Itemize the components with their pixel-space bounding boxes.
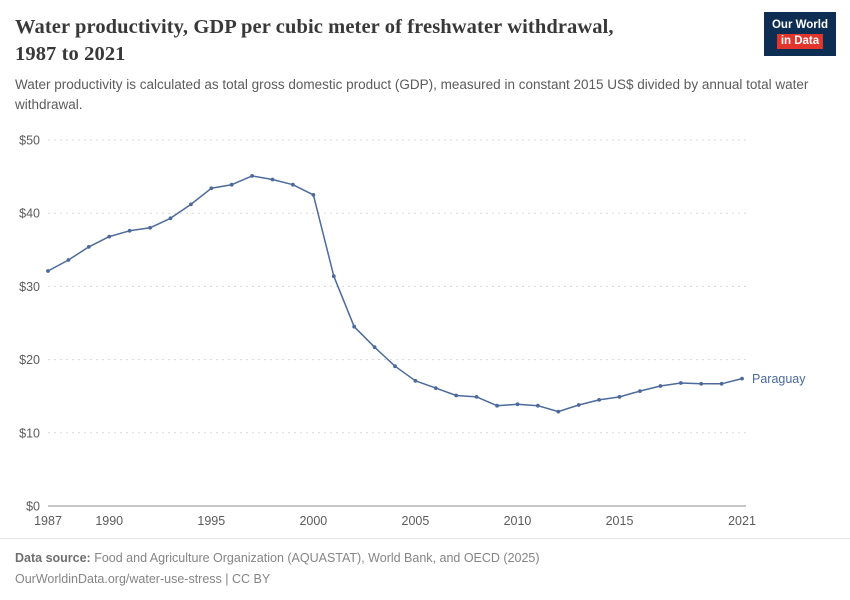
logo-text-bottom: in Data (776, 33, 824, 49)
x-tick-label: 2021 (728, 514, 756, 528)
x-tick-label: 1987 (34, 514, 62, 528)
chart-area[interactable]: $0 $10 $20 $30 $40 $50 1987 1990 1995 2000 2005 201… (0, 118, 850, 538)
series-points[interactable] (46, 174, 744, 414)
logo-text-top: Our World (771, 19, 828, 31)
x-tick-label: 1995 (197, 514, 225, 528)
y-axis-labels: $0 $10 $20 $30 $40 $50 (19, 134, 40, 514)
line-chart-svg[interactable]: $0 $10 $20 $30 $40 $50 1987 1990 1995 2000 2005 201… (0, 118, 850, 538)
chart-footer: Data source: Food and Agriculture Organi… (0, 538, 850, 589)
x-axis-labels: 1987 1990 1995 2000 2005 2010 2015 2021 (34, 514, 756, 528)
series-end-label[interactable]: Paraguay (752, 373, 806, 387)
x-tick-label: 2000 (299, 514, 327, 528)
y-tick-label: $30 (19, 280, 40, 294)
y-tick-label: $20 (19, 354, 40, 368)
x-tick-label: 1990 (95, 514, 123, 528)
owid-logo[interactable]: Our World in Data (763, 12, 836, 56)
series-line-paraguay[interactable] (47, 175, 743, 413)
y-tick-label: $40 (19, 207, 40, 221)
x-tick-label: 2015 (606, 514, 634, 528)
gridlines (48, 139, 746, 507)
chart-header: Water productivity, GDP per cubic meter … (0, 0, 850, 114)
y-tick-label: $10 (19, 427, 40, 441)
data-source-text: Food and Agriculture Organization (AQUAS… (90, 551, 540, 566)
x-tick-label: 2010 (504, 514, 532, 528)
y-tick-label: $0 (26, 500, 40, 514)
chart-subtitle: Water productivity is calculated as tota… (15, 77, 809, 112)
data-source-label: Data source: (15, 551, 91, 566)
footer-license-link[interactable]: OurWorldinData.org/water-use-stress | CC… (15, 572, 271, 587)
data-source-line: Data source: Food and Agriculture Organi… (15, 548, 834, 569)
chart-title: Water productivity, GDP per cubic meter … (15, 16, 614, 65)
y-tick-label: $50 (19, 134, 40, 148)
x-tick-label: 2005 (402, 514, 430, 528)
